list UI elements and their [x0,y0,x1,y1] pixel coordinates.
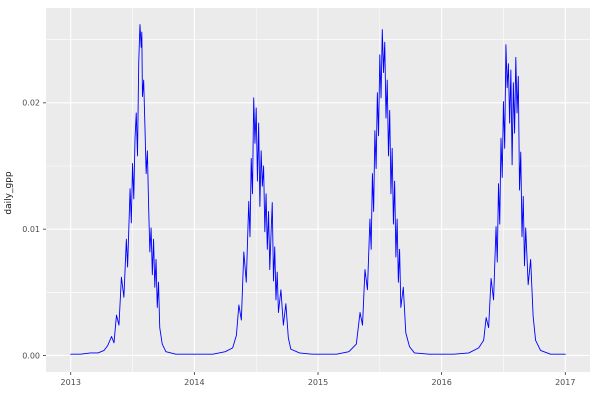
x-tick-label: 2017 [555,378,575,387]
x-tick-label: 2015 [308,378,328,387]
x-tick-label: 2016 [431,378,451,387]
y-tick-label: 0.01 [22,225,40,234]
gpp-series-line [70,24,566,355]
x-tick-label: 2014 [184,378,204,387]
x-tick-label: 2013 [61,378,81,387]
y-tick-label: 0.02 [22,99,40,108]
y-tick-label: 0.00 [22,351,40,360]
y-axis-title: daily_gpp [4,171,14,214]
